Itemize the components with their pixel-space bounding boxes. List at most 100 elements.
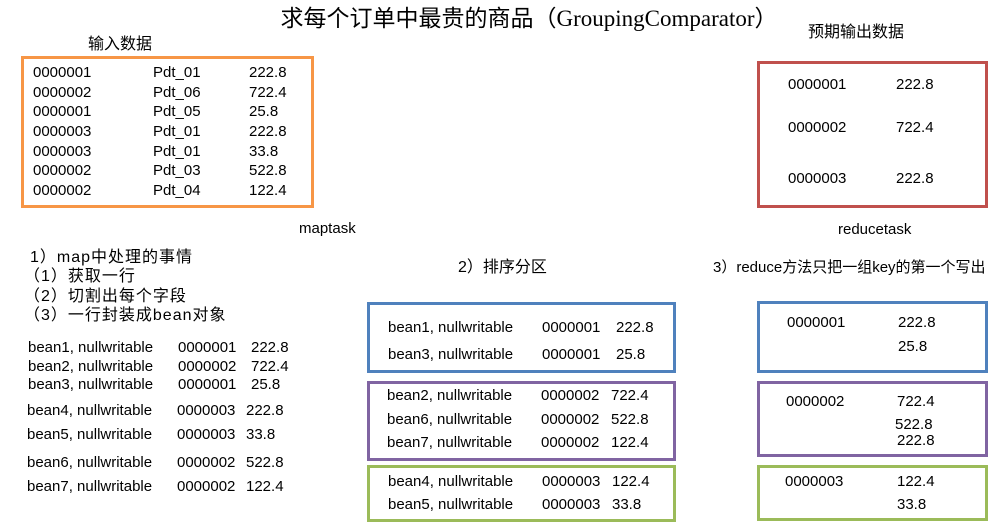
product-id: Pdt_06: [153, 84, 201, 101]
map-steps-heading: 1）map中处理的事情: [30, 249, 194, 266]
sorted-record-row: bean6, nullwritable 0000002 522.8: [370, 411, 673, 429]
price: 25.8: [251, 376, 281, 393]
map-step: （3）一行封装成bean对象: [24, 307, 227, 324]
bean-key: bean4, nullwritable: [388, 473, 514, 490]
sorted-record-row: bean1, nullwritable 0000001 222.8: [370, 319, 673, 337]
input-row: 0000003 Pdt_01 33.8: [24, 143, 311, 161]
order-id: 0000001: [788, 76, 847, 93]
order-id: 0000002: [541, 387, 600, 404]
sorted-record-row: bean7, nullwritable 0000002 122.4: [370, 434, 673, 452]
map-output-records: bean1, nullwritable 0000001 222.8 bean2,…: [27, 339, 327, 499]
map-record-row: bean3, nullwritable 0000001 25.8: [27, 376, 327, 394]
order-id: 0000003: [33, 143, 92, 160]
order-id: 0000002: [178, 358, 237, 375]
price: 222.8: [896, 76, 934, 93]
order-id: 0000002: [33, 182, 92, 199]
input-row: 0000002 Pdt_04 122.4: [24, 182, 311, 200]
order-id: 0000002: [786, 393, 845, 410]
reduce-heading: 3）reduce方法只把一组key的第一个写出: [713, 259, 986, 276]
output-row: 0000001 222.8: [760, 76, 985, 94]
price: 222.8: [898, 314, 936, 331]
input-row: 0000001 Pdt_05 25.8: [24, 103, 311, 121]
expected-output-box: 0000001 222.8 0000002 722.4 0000003 222.…: [757, 61, 988, 208]
price: 122.4: [246, 478, 284, 495]
bean-key: bean3, nullwritable: [388, 346, 514, 363]
product-id: Pdt_01: [153, 123, 201, 140]
order-id: 0000001: [542, 319, 601, 336]
order-id: 0000003: [33, 123, 92, 140]
sort-group-box: bean1, nullwritable 0000001 222.8 bean3,…: [367, 302, 676, 373]
map-record-row: bean1, nullwritable 0000001 222.8: [27, 339, 327, 357]
sort-partition-heading: 2）排序分区: [458, 259, 547, 276]
sorted-record-row: bean4, nullwritable 0000003 122.4: [370, 473, 673, 491]
price: 222.8: [249, 123, 287, 140]
order-id: 0000002: [177, 478, 236, 495]
order-id: 0000002: [177, 454, 236, 471]
input-row: 0000003 Pdt_01 222.8: [24, 123, 311, 141]
price: 522.8: [249, 162, 287, 179]
order-id: 0000003: [542, 473, 601, 490]
product-id: Pdt_01: [153, 64, 201, 81]
sorted-record-row: bean5, nullwritable 0000003 33.8: [370, 496, 673, 514]
input-data-label: 输入数据: [88, 36, 153, 53]
price: 222.8: [249, 64, 287, 81]
bean-key: bean2, nullwritable: [387, 387, 513, 404]
price: 222.8: [616, 319, 654, 336]
price: 722.4: [249, 84, 287, 101]
price: 33.8: [246, 426, 276, 443]
map-record-row: bean5, nullwritable 0000003 33.8: [27, 426, 327, 444]
order-id: 0000002: [33, 162, 92, 179]
price: 122.4: [612, 473, 650, 490]
map-record-row: bean4, nullwritable 0000003 222.8: [27, 402, 327, 420]
order-id: 0000003: [177, 402, 236, 419]
order-id: 0000003: [788, 170, 847, 187]
price: 122.4: [249, 182, 287, 199]
bean-key: bean5, nullwritable: [388, 496, 514, 513]
price: 222.8: [246, 402, 284, 419]
product-id: Pdt_03: [153, 162, 201, 179]
map-record-row: bean2, nullwritable 0000002 722.4: [27, 358, 327, 376]
price: 33.8: [249, 143, 279, 160]
price: 722.4: [611, 387, 649, 404]
price: 522.8: [246, 454, 284, 471]
price: 722.4: [896, 119, 934, 136]
order-id: 0000002: [788, 119, 847, 136]
reducetask-label: reducetask: [838, 221, 912, 238]
price: 122.4: [897, 473, 935, 490]
price: 522.8: [895, 416, 933, 433]
order-id: 0000001: [542, 346, 601, 363]
map-record-row: bean6, nullwritable 0000002 522.8: [27, 454, 327, 472]
input-row: 0000001 Pdt_01 222.8: [24, 64, 311, 82]
order-id: 0000001: [178, 376, 237, 393]
expected-output-label: 预期输出数据: [808, 24, 905, 41]
price: 722.4: [251, 358, 289, 375]
input-row: 0000002 Pdt_06 722.4: [24, 84, 311, 102]
price: 33.8: [612, 496, 642, 513]
bean-key: bean4, nullwritable: [27, 402, 153, 419]
product-id: Pdt_05: [153, 103, 201, 120]
sorted-record-row: bean2, nullwritable 0000002 722.4: [370, 387, 673, 405]
diagram-title: 求每个订单中最贵的商品（GroupingComparator）: [280, 6, 778, 31]
output-row: 0000002 722.4: [760, 119, 985, 137]
order-id: 0000003: [785, 473, 844, 490]
bean-key: bean6, nullwritable: [27, 454, 153, 471]
bean-key: bean1, nullwritable: [388, 319, 514, 336]
sorted-record-row: bean3, nullwritable 0000001 25.8: [370, 346, 673, 364]
bean-key: bean5, nullwritable: [27, 426, 153, 443]
order-id: 0000002: [541, 434, 600, 451]
order-id: 0000002: [541, 411, 600, 428]
price: 222.8: [896, 170, 934, 187]
bean-key: bean6, nullwritable: [387, 411, 513, 428]
map-step: （2）切割出每个字段: [24, 288, 187, 305]
price: 25.8: [898, 338, 928, 355]
output-row: 0000003 222.8: [760, 170, 985, 188]
reduce-group-box: 0000002 722.4 522.8 222.8: [757, 381, 988, 457]
order-id: 0000001: [33, 103, 92, 120]
price: 222.8: [251, 339, 289, 356]
product-id: Pdt_01: [153, 143, 201, 160]
bean-key: bean7, nullwritable: [387, 434, 513, 451]
product-id: Pdt_04: [153, 182, 201, 199]
price: 222.8: [897, 432, 935, 449]
price: 25.8: [249, 103, 279, 120]
bean-key: bean3, nullwritable: [28, 376, 154, 393]
